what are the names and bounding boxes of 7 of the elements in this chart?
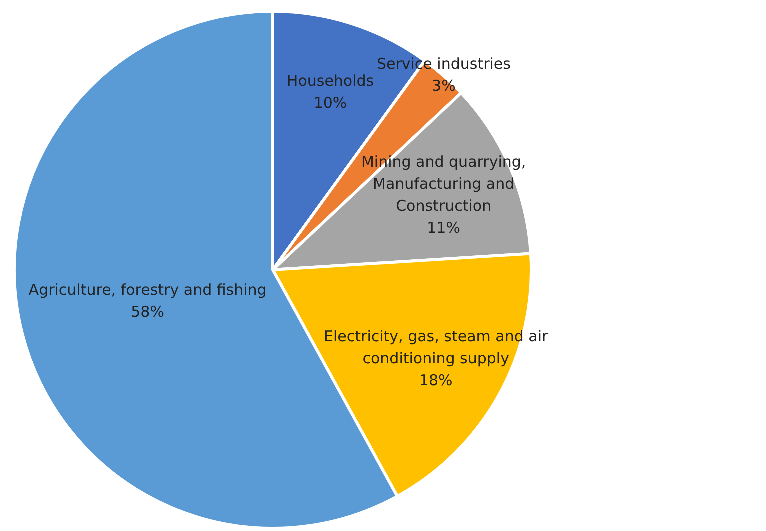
slice-label: Agriculture, forestry and fishing	[28, 281, 267, 300]
data-label: 58%	[131, 303, 164, 322]
slice-label: Households	[286, 72, 374, 90]
data-label: 11%	[427, 218, 460, 237]
data-label: 18%	[419, 372, 453, 390]
data-label: 3%	[432, 76, 456, 95]
data-label: 10%	[314, 94, 348, 112]
